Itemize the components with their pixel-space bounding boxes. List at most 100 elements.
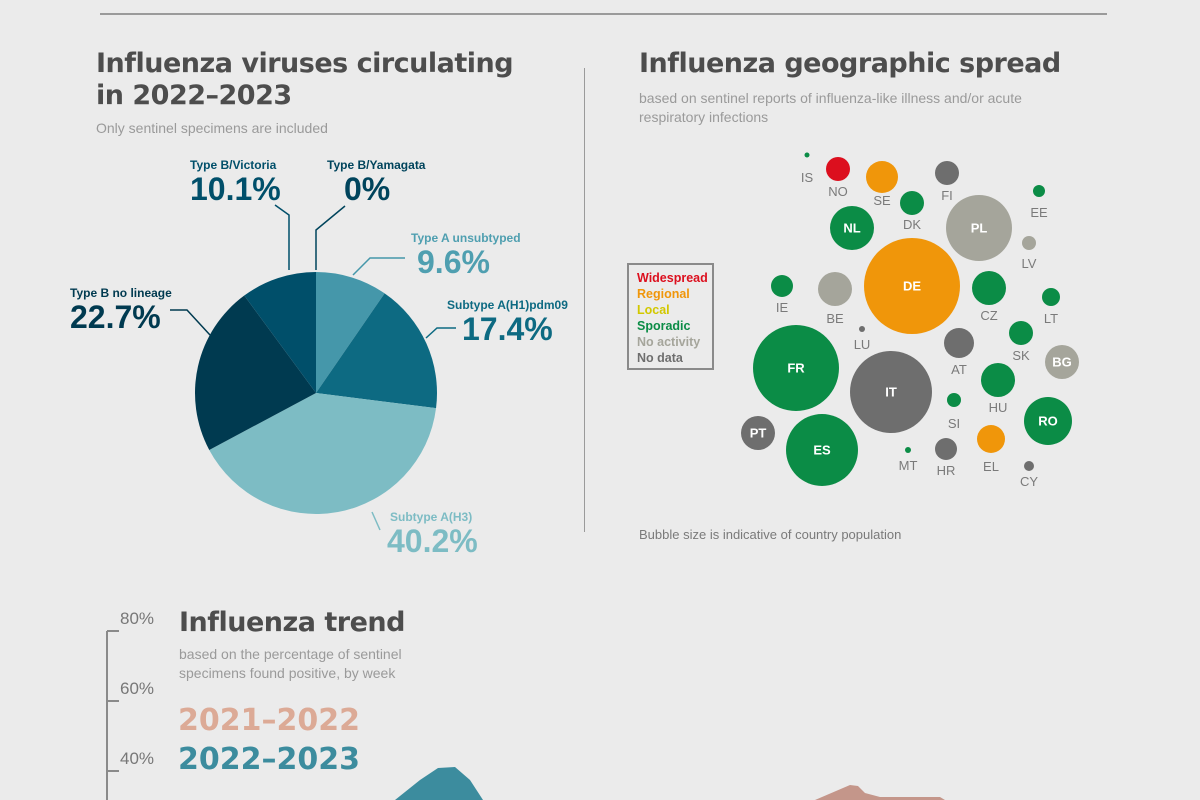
- legend-2022-2023: 2022–2023: [178, 742, 360, 777]
- trend-title: Influenza trend: [179, 607, 405, 638]
- trend-chart: [106, 630, 945, 800]
- bubble-bg: [1045, 345, 1079, 379]
- bubble-footnote: Bubble size is indicative of country pop…: [639, 527, 902, 542]
- bubble-si: [947, 393, 961, 407]
- bubble-label-be: BE: [826, 311, 844, 326]
- pie-title-line2: in 2022–2023: [96, 80, 292, 111]
- section-divider: [584, 68, 585, 532]
- leader-yamagata: [315, 205, 346, 270]
- bubble-label-de: DE: [902, 278, 922, 294]
- map-subtitle: based on sentinel reports of influenza-l…: [639, 89, 1022, 127]
- slice-value: 10.1%: [190, 171, 281, 207]
- bubble-lv: [1022, 236, 1036, 250]
- bubble-label-nl: NL: [843, 220, 861, 236]
- ytick-label: 40%: [120, 749, 155, 768]
- pie-chart: [170, 204, 456, 531]
- bubble-nl: [830, 206, 874, 250]
- bubble-label-fr: FR: [787, 360, 805, 376]
- map-title: Influenza geographic spread: [639, 48, 1061, 79]
- bubble-label-pt: PT: [749, 425, 767, 441]
- slice-label: Type B no lineage: [70, 286, 172, 300]
- bubble-cz: [972, 271, 1006, 305]
- map-subtitle-line1: based on sentinel reports of influenza-l…: [639, 90, 1022, 106]
- slice-value: 22.7%: [70, 299, 161, 335]
- legend-2021-2022: 2021–2022: [178, 703, 360, 738]
- slice-label: Type B/Victoria: [190, 158, 277, 172]
- bubble-se: [866, 161, 898, 193]
- pie-label-h3: Subtype A(H3) 40.2%: [387, 510, 478, 558]
- bubble-mt: [905, 447, 911, 453]
- bubble-label-cz: CZ: [980, 308, 998, 323]
- bubble-el: [977, 425, 1005, 453]
- legend-local: Local: [637, 303, 670, 317]
- pie-label-victoria: Type B/Victoria 10.1%: [190, 158, 281, 206]
- bubble-label-ee: EE: [1030, 205, 1048, 220]
- area-2022-2023: [395, 767, 483, 800]
- bubble-label-el: EL: [983, 459, 999, 474]
- pie-title-line1: Influenza viruses circulating: [96, 48, 514, 79]
- pie-subtitle: Only sentinel specimens are included: [96, 120, 328, 136]
- bubble-dk: [900, 191, 924, 215]
- activity-legend: Widespread Regional Local Sporadic No ac…: [627, 263, 714, 370]
- bubble-label-cy: CY: [1019, 474, 1039, 489]
- bubble-label-hu: HU: [988, 400, 1008, 415]
- legend-widespread: Widespread: [637, 271, 708, 285]
- leader-unsubtyped: [352, 257, 405, 276]
- legend-regional: Regional: [637, 287, 690, 301]
- slice-value: 9.6%: [417, 244, 490, 280]
- bubble-sk: [1009, 321, 1033, 345]
- leader-b-nolineage: [170, 309, 211, 336]
- bubble-label-hr: HR: [936, 463, 956, 478]
- bubble-label-fi: FI: [941, 188, 953, 203]
- bubble-label-lt: LT: [1043, 311, 1059, 326]
- pie-label-b-nolineage: Type B no lineage 22.7%: [70, 286, 172, 334]
- slice-label: Subtype A(H3): [390, 510, 473, 524]
- slice-label: Subtype A(H1)pdm09: [447, 298, 568, 312]
- pie-slice-subtype-a-h3-: [209, 393, 437, 514]
- bubble-label-lv: LV: [1021, 256, 1037, 271]
- bubble-hu: [981, 363, 1015, 397]
- bubble-pt: [741, 416, 775, 450]
- top-rule: [100, 13, 1107, 15]
- ytick-label: 80%: [120, 609, 155, 628]
- trend-subtitle-line2: specimens found positive, by week: [179, 665, 396, 681]
- legend-sporadic: Sporadic: [637, 319, 691, 333]
- bubble-de: [864, 238, 960, 334]
- bubble-es: [786, 414, 858, 486]
- bubble-no: [826, 157, 850, 181]
- bubble-label-sk: SK: [1012, 348, 1030, 363]
- leader-h1: [425, 327, 456, 339]
- pie-label-yamagata: Type B/Yamagata 0%: [327, 158, 425, 206]
- bubble-ee: [1033, 185, 1045, 197]
- bubble-fi: [935, 161, 959, 185]
- bubble-label-is: IS: [800, 170, 814, 185]
- bubble-label-at: AT: [951, 362, 967, 377]
- slice-value: 0%: [344, 171, 391, 207]
- bubble-label-ro: RO: [1038, 413, 1058, 429]
- pie-label-h1: Subtype A(H1)pdm09 17.4%: [447, 298, 568, 346]
- area-2021-2022: [815, 785, 945, 800]
- bubble-it: [850, 351, 932, 433]
- slice-value: 17.4%: [462, 311, 553, 347]
- bubble-label-bg: BG: [1052, 354, 1072, 370]
- pie-label-unsubtyped: Type A unsubtyped 9.6%: [411, 231, 521, 279]
- trend-subtitle: based on the percentage of sentinel spec…: [179, 645, 402, 683]
- leader-h3: [371, 511, 381, 531]
- bubble-ro: [1024, 397, 1072, 445]
- bubble-label-si: SI: [947, 416, 961, 431]
- bubble-lt: [1042, 288, 1060, 306]
- trend-subtitle-line1: based on the percentage of sentinel: [179, 646, 402, 662]
- bubble-be: [818, 272, 852, 306]
- bubble-label-lu: LU: [853, 337, 871, 352]
- bubble-chart: [741, 152, 1079, 486]
- slice-label: Type B/Yamagata: [327, 158, 426, 172]
- bubble-label-it: IT: [885, 384, 897, 400]
- bubble-hr: [935, 438, 957, 460]
- bubble-is: [804, 152, 810, 158]
- legend-no-activity: No activity: [637, 335, 701, 349]
- bubble-at: [944, 328, 974, 358]
- pie-slice-type-a-unsubtyped: [316, 272, 385, 393]
- bubble-lu: [859, 326, 865, 332]
- legend-no-data: No data: [637, 351, 683, 365]
- bubble-fr: [753, 325, 839, 411]
